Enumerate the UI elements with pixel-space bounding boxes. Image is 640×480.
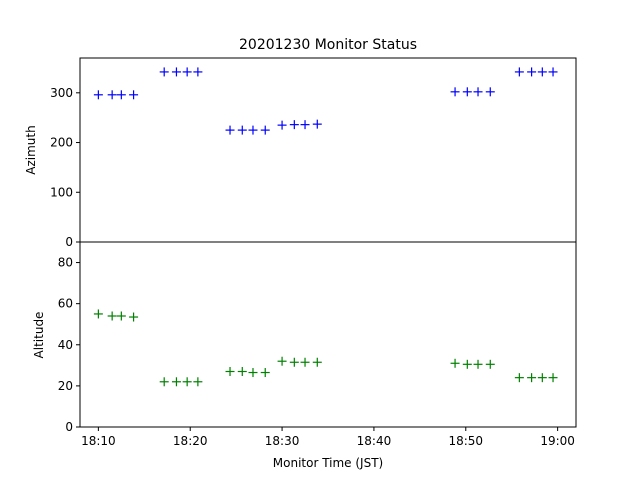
chart-title: 20201230 Monitor Status bbox=[239, 37, 417, 53]
x-axis-label: Monitor Time (JST) bbox=[273, 456, 383, 470]
azimuth-point bbox=[527, 67, 537, 77]
altitude-point bbox=[312, 357, 322, 367]
altitude-point bbox=[527, 373, 537, 383]
altitude-y-ticks: 0 20 40 60 80 bbox=[58, 256, 80, 434]
altitude-ytick-label: 60 bbox=[58, 297, 73, 311]
azimuth-ylabel: Azimuth bbox=[24, 125, 38, 174]
azimuth-point bbox=[462, 87, 472, 97]
altitude-point bbox=[248, 368, 258, 378]
xtick-label: 18:30 bbox=[265, 434, 300, 448]
azimuth-point bbox=[237, 125, 247, 135]
altitude-point bbox=[159, 377, 169, 387]
azimuth-point bbox=[171, 67, 181, 77]
azimuth-points bbox=[93, 67, 558, 135]
altitude-point bbox=[116, 311, 126, 321]
altitude-point bbox=[537, 373, 547, 383]
altitude-point bbox=[225, 367, 235, 376]
altitude-point bbox=[93, 309, 103, 319]
altitude-point bbox=[182, 377, 192, 387]
azimuth-point bbox=[225, 125, 235, 135]
altitude-point bbox=[260, 368, 270, 378]
altitude-point bbox=[171, 377, 181, 387]
altitude-ytick-label: 40 bbox=[58, 338, 73, 352]
azimuth-point bbox=[485, 87, 495, 97]
xtick-label: 18:50 bbox=[448, 434, 483, 448]
azimuth-point bbox=[277, 120, 287, 130]
azimuth-point bbox=[312, 119, 322, 129]
azimuth-point bbox=[159, 67, 169, 77]
azimuth-point bbox=[182, 67, 192, 77]
azimuth-point bbox=[93, 90, 103, 100]
azimuth-ytick-label: 200 bbox=[50, 136, 73, 150]
altitude-point bbox=[237, 367, 247, 376]
altitude-point bbox=[107, 311, 117, 321]
azimuth-ytick-label: 0 bbox=[65, 235, 73, 249]
azimuth-ytick-label: 300 bbox=[50, 86, 73, 100]
altitude-point bbox=[548, 373, 558, 383]
azimuth-point bbox=[107, 90, 117, 100]
altitude-point bbox=[193, 377, 203, 387]
azimuth-y-ticks: 0 100 200 300 bbox=[50, 86, 80, 249]
altitude-point bbox=[450, 358, 460, 368]
altitude-ytick-label: 20 bbox=[58, 379, 73, 393]
azimuth-point bbox=[300, 120, 310, 130]
altitude-x-ticks: 18:10 18:20 18:30 18:40 18:50 19:00 bbox=[81, 427, 575, 448]
altitude-ytick-label: 0 bbox=[65, 420, 73, 434]
azimuth-point bbox=[450, 87, 460, 97]
altitude-plot-frame bbox=[79, 241, 577, 428]
xtick-label: 18:20 bbox=[173, 434, 208, 448]
altitude-panel: 0 20 40 60 80 18:10 18:20 18:30 18:40 18:50 19:00… bbox=[32, 241, 577, 470]
altitude-ylabel: Altitude bbox=[32, 312, 46, 359]
azimuth-point bbox=[193, 67, 203, 77]
azimuth-point bbox=[116, 90, 126, 100]
azimuth-point bbox=[260, 125, 270, 135]
altitude-point bbox=[485, 359, 495, 369]
xtick-label: 18:40 bbox=[357, 434, 392, 448]
azimuth-point bbox=[473, 87, 483, 97]
xtick-label: 19:00 bbox=[540, 434, 575, 448]
altitude-point bbox=[473, 359, 483, 369]
azimuth-point bbox=[289, 120, 299, 130]
azimuth-plot-frame bbox=[79, 57, 577, 243]
altitude-ytick-label: 80 bbox=[58, 256, 73, 270]
altitude-point bbox=[300, 357, 310, 367]
altitude-point bbox=[277, 356, 287, 366]
xtick-label: 18:10 bbox=[81, 434, 116, 448]
altitude-point bbox=[514, 373, 524, 383]
azimuth-point bbox=[514, 67, 524, 77]
azimuth-point bbox=[537, 67, 547, 77]
azimuth-ytick-label: 100 bbox=[50, 185, 73, 199]
altitude-point bbox=[129, 312, 139, 322]
altitude-points bbox=[93, 309, 558, 387]
azimuth-point bbox=[548, 67, 558, 77]
altitude-point bbox=[462, 359, 472, 369]
altitude-point bbox=[289, 357, 299, 367]
azimuth-panel: 0 100 200 300 Azimuth bbox=[24, 57, 577, 249]
azimuth-point bbox=[248, 125, 258, 135]
azimuth-point bbox=[129, 90, 139, 100]
